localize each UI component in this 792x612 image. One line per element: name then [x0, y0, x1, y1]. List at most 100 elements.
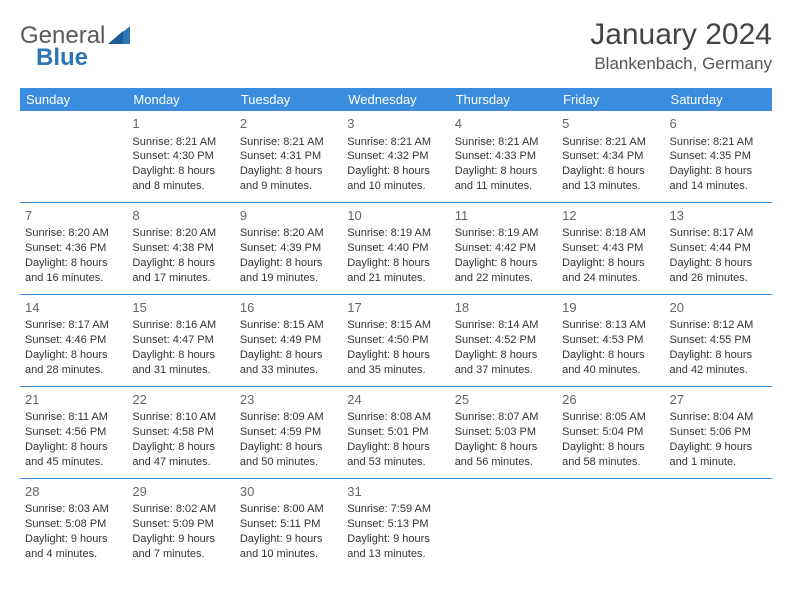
day-info-line: and 11 minutes.	[455, 179, 552, 194]
day-info-line: Sunset: 4:42 PM	[455, 241, 552, 256]
calendar-day-cell	[450, 478, 557, 569]
day-info-line: Sunset: 4:32 PM	[347, 149, 444, 164]
day-info-line: and 13 minutes.	[347, 547, 444, 562]
day-info-line: and 16 minutes.	[25, 271, 122, 286]
day-info-line: Daylight: 8 hours	[455, 256, 552, 271]
header: General January 2024 Blankenbach, German…	[20, 18, 772, 74]
day-info-line: Daylight: 8 hours	[240, 440, 337, 455]
day-info-line: Sunset: 5:01 PM	[347, 425, 444, 440]
day-info-line: and 10 minutes.	[240, 547, 337, 562]
day-info-line: and 10 minutes.	[347, 179, 444, 194]
day-info-line: Daylight: 8 hours	[240, 256, 337, 271]
calendar-day-cell	[557, 478, 664, 569]
day-info-line: Sunset: 5:11 PM	[240, 517, 337, 532]
weekday-header: Sunday	[20, 88, 127, 111]
day-info-line: Sunrise: 8:08 AM	[347, 410, 444, 425]
day-info-line: Sunset: 5:06 PM	[670, 425, 767, 440]
day-info-line: Sunset: 4:36 PM	[25, 241, 122, 256]
day-info-line: and 47 minutes.	[132, 455, 229, 470]
day-info-line: Sunset: 4:55 PM	[670, 333, 767, 348]
day-info-line: Sunset: 5:03 PM	[455, 425, 552, 440]
day-info-line: Daylight: 8 hours	[25, 256, 122, 271]
day-number: 29	[132, 483, 229, 501]
day-info-line: Daylight: 9 hours	[240, 532, 337, 547]
day-info-line: Daylight: 8 hours	[455, 440, 552, 455]
day-info-line: Daylight: 9 hours	[347, 532, 444, 547]
day-number: 25	[455, 391, 552, 409]
day-info-line: Sunrise: 8:21 AM	[347, 135, 444, 150]
day-info-line: Sunset: 4:30 PM	[132, 149, 229, 164]
calendar-day-cell	[20, 111, 127, 202]
day-info-line: Daylight: 8 hours	[132, 164, 229, 179]
day-info-line: and 4 minutes.	[25, 547, 122, 562]
day-info-line: Daylight: 8 hours	[562, 348, 659, 363]
day-info-line: Sunset: 4:35 PM	[670, 149, 767, 164]
day-info-line: Daylight: 9 hours	[670, 440, 767, 455]
calendar-week-row: 7Sunrise: 8:20 AMSunset: 4:36 PMDaylight…	[20, 202, 772, 294]
calendar-day-cell: 12Sunrise: 8:18 AMSunset: 4:43 PMDayligh…	[557, 202, 664, 294]
calendar-day-cell: 8Sunrise: 8:20 AMSunset: 4:38 PMDaylight…	[127, 202, 234, 294]
day-info-line: Daylight: 8 hours	[670, 348, 767, 363]
calendar-day-cell: 19Sunrise: 8:13 AMSunset: 4:53 PMDayligh…	[557, 294, 664, 386]
day-info-line: Sunset: 4:34 PM	[562, 149, 659, 164]
day-info-line: Sunset: 4:56 PM	[25, 425, 122, 440]
day-info-line: Daylight: 8 hours	[347, 256, 444, 271]
calendar-day-cell: 3Sunrise: 8:21 AMSunset: 4:32 PMDaylight…	[342, 111, 449, 202]
day-info-line: Daylight: 8 hours	[670, 256, 767, 271]
day-info-line: and 35 minutes.	[347, 363, 444, 378]
day-info-line: Daylight: 9 hours	[132, 532, 229, 547]
day-info-line: Sunrise: 8:21 AM	[562, 135, 659, 150]
day-number: 22	[132, 391, 229, 409]
calendar-week-row: 28Sunrise: 8:03 AMSunset: 5:08 PMDayligh…	[20, 478, 772, 569]
day-number: 21	[25, 391, 122, 409]
day-number: 18	[455, 299, 552, 317]
day-number: 23	[240, 391, 337, 409]
day-info-line: Sunset: 4:33 PM	[455, 149, 552, 164]
weekday-header: Thursday	[450, 88, 557, 111]
calendar-day-cell: 9Sunrise: 8:20 AMSunset: 4:39 PMDaylight…	[235, 202, 342, 294]
day-info-line: Sunrise: 8:21 AM	[455, 135, 552, 150]
day-info-line: Sunset: 4:43 PM	[562, 241, 659, 256]
calendar-day-cell: 17Sunrise: 8:15 AMSunset: 4:50 PMDayligh…	[342, 294, 449, 386]
calendar-day-cell: 1Sunrise: 8:21 AMSunset: 4:30 PMDaylight…	[127, 111, 234, 202]
calendar-day-cell: 25Sunrise: 8:07 AMSunset: 5:03 PMDayligh…	[450, 386, 557, 478]
calendar-day-cell: 31Sunrise: 7:59 AMSunset: 5:13 PMDayligh…	[342, 478, 449, 569]
day-info-line: Sunset: 4:38 PM	[132, 241, 229, 256]
day-info-line: and 53 minutes.	[347, 455, 444, 470]
day-info-line: Sunrise: 8:17 AM	[25, 318, 122, 333]
day-info-line: Daylight: 8 hours	[562, 440, 659, 455]
day-info-line: Daylight: 8 hours	[25, 440, 122, 455]
calendar-day-cell: 29Sunrise: 8:02 AMSunset: 5:09 PMDayligh…	[127, 478, 234, 569]
title-block: January 2024 Blankenbach, Germany	[590, 18, 772, 74]
day-info-line: Daylight: 8 hours	[347, 440, 444, 455]
day-info-line: and 31 minutes.	[132, 363, 229, 378]
calendar-day-cell: 20Sunrise: 8:12 AMSunset: 4:55 PMDayligh…	[665, 294, 772, 386]
calendar-day-cell: 21Sunrise: 8:11 AMSunset: 4:56 PMDayligh…	[20, 386, 127, 478]
logo-text-blue: Blue	[36, 44, 88, 72]
calendar-day-cell: 26Sunrise: 8:05 AMSunset: 5:04 PMDayligh…	[557, 386, 664, 478]
day-info-line: Sunrise: 8:14 AM	[455, 318, 552, 333]
day-info-line: Sunrise: 8:15 AM	[240, 318, 337, 333]
calendar-day-cell: 16Sunrise: 8:15 AMSunset: 4:49 PMDayligh…	[235, 294, 342, 386]
day-info-line: and 9 minutes.	[240, 179, 337, 194]
day-info-line: and 33 minutes.	[240, 363, 337, 378]
day-number: 19	[562, 299, 659, 317]
day-info-line: Sunset: 4:44 PM	[670, 241, 767, 256]
calendar-day-cell: 2Sunrise: 8:21 AMSunset: 4:31 PMDaylight…	[235, 111, 342, 202]
day-info-line: Sunset: 4:39 PM	[240, 241, 337, 256]
day-info-line: Daylight: 8 hours	[670, 164, 767, 179]
day-info-line: Sunrise: 8:16 AM	[132, 318, 229, 333]
weekday-header: Tuesday	[235, 88, 342, 111]
calendar-day-cell: 6Sunrise: 8:21 AMSunset: 4:35 PMDaylight…	[665, 111, 772, 202]
day-info-line: Sunset: 5:09 PM	[132, 517, 229, 532]
weekday-header-row: Sunday Monday Tuesday Wednesday Thursday…	[20, 88, 772, 111]
day-info-line: Daylight: 8 hours	[455, 164, 552, 179]
day-info-line: Sunrise: 8:21 AM	[670, 135, 767, 150]
calendar-day-cell: 27Sunrise: 8:04 AMSunset: 5:06 PMDayligh…	[665, 386, 772, 478]
day-info-line: Sunrise: 8:18 AM	[562, 226, 659, 241]
day-number: 28	[25, 483, 122, 501]
day-number: 2	[240, 115, 337, 133]
day-number: 15	[132, 299, 229, 317]
day-info-line: Sunrise: 8:07 AM	[455, 410, 552, 425]
calendar-day-cell: 4Sunrise: 8:21 AMSunset: 4:33 PMDaylight…	[450, 111, 557, 202]
